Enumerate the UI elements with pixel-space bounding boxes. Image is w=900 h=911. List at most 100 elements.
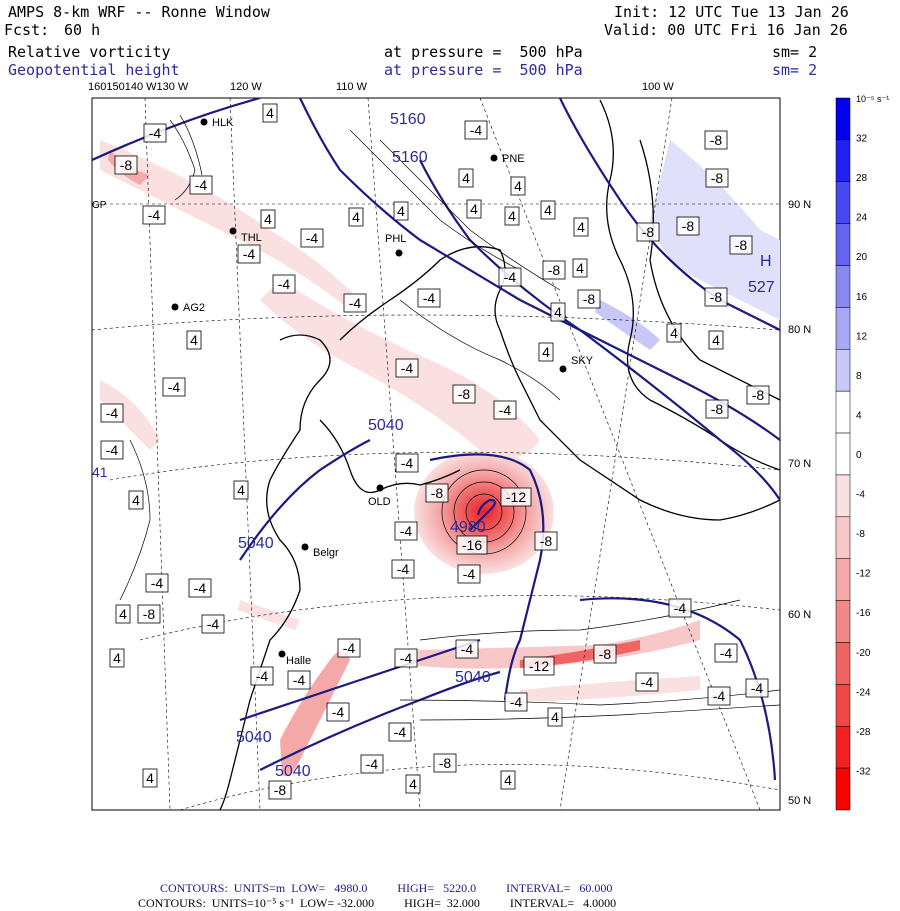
vorticity-label: -8 xyxy=(143,606,156,622)
vorticity-label-box xyxy=(143,123,167,143)
lat-label: 60 N xyxy=(788,609,811,621)
footer-units: UNITS=10⁻⁵ s⁻¹ xyxy=(211,896,295,910)
vorticity-label: -4 xyxy=(463,566,476,582)
colorbar-cell xyxy=(835,307,851,350)
colorbar-tick-label: -20 xyxy=(856,648,871,659)
vorticity-label-box xyxy=(452,384,476,404)
vorticity-label-box xyxy=(162,377,186,397)
vorticity-label-box xyxy=(666,323,682,343)
vorticity-label: -12 xyxy=(506,489,526,505)
vorticity-label-box xyxy=(262,103,278,123)
vorticity-label: -4 xyxy=(148,207,161,223)
vorticity-label: -4 xyxy=(243,246,256,262)
vorticity-label-box xyxy=(504,206,520,226)
vorticity-label-box xyxy=(573,217,589,237)
footer-low: LOW= 4980.0 xyxy=(291,881,368,895)
vorticity-label-box xyxy=(433,753,457,773)
vorticity-label-box xyxy=(233,480,249,500)
vorticity-label: -4 xyxy=(207,616,220,632)
vorticity-label: 4 xyxy=(554,304,562,320)
vorticity-label: -4 xyxy=(401,455,414,471)
lon-label: 110 W xyxy=(336,81,368,93)
vorticity-label: -4 xyxy=(751,680,764,696)
colorbar-units: 10⁻⁵ s⁻¹ xyxy=(856,94,889,104)
vorticity-label-box xyxy=(391,559,415,579)
colorbar-tick-label: 0 xyxy=(856,450,862,461)
vorticity-label-box xyxy=(668,598,692,618)
vorticity-label: -4 xyxy=(366,756,379,772)
station-marker xyxy=(171,303,179,311)
vorticity-label: 4 xyxy=(576,260,584,276)
height-labels: 5160 5160 5040 5040 5040 5040 5040 4980 … xyxy=(236,111,775,780)
station-label: AG2 xyxy=(183,302,205,314)
lon-label: 100 W xyxy=(642,81,674,93)
vorticity-label: 4 xyxy=(397,203,405,219)
vorticity-label: -8 xyxy=(120,157,133,173)
station-label: PHL xyxy=(385,233,406,245)
station-marker xyxy=(278,650,286,658)
vorticity-label: -4 xyxy=(400,523,413,539)
colorbar-cells xyxy=(835,97,851,811)
vorticity-label: -8 xyxy=(735,237,748,253)
edge-labels: 41 xyxy=(92,464,108,480)
vorticity-label-box xyxy=(500,487,532,507)
vorticity-label-box xyxy=(729,235,753,255)
footer-label: CONTOURS: xyxy=(160,881,228,895)
colorbar-cell xyxy=(835,390,851,434)
vorticity-band-5 xyxy=(100,140,360,310)
vorticity-label-box xyxy=(405,774,421,794)
vorticity-label-box xyxy=(337,638,361,658)
vorticity-label-box xyxy=(137,604,161,624)
vorticity-label: 4 xyxy=(544,202,552,218)
vorticity-label: -8 xyxy=(752,387,765,403)
vorticity-label-box xyxy=(343,293,367,313)
vorticity-label: 4 xyxy=(712,332,720,348)
lon-label: 160150140 W130 W xyxy=(88,81,189,93)
field2-smoothing: sm= 2 xyxy=(772,61,818,79)
vorticity-label: -8 xyxy=(431,485,444,501)
height-label: 5040 xyxy=(275,763,311,780)
vorticity-label: -4 xyxy=(343,640,356,656)
vorticity-label-box xyxy=(458,168,474,188)
vorticity-label-box xyxy=(547,707,563,727)
vorticity-label-box xyxy=(635,672,659,692)
vorticity-label: -4 xyxy=(149,125,162,141)
vorticity-label-box xyxy=(260,209,276,229)
vorticity-label: -12 xyxy=(529,658,549,674)
vorticity-label-box xyxy=(417,288,441,308)
footer-label: CONTOURS: xyxy=(138,896,206,910)
station-label: HLK xyxy=(212,117,234,129)
colorbar-tick-label: -32 xyxy=(856,766,871,777)
vorticity-label-box xyxy=(114,155,138,175)
vorticity-label-box xyxy=(542,260,566,280)
vorticity-label: -4 xyxy=(470,122,483,138)
vorticity-label-box xyxy=(348,207,364,227)
vorticity-label-box xyxy=(109,648,125,668)
init-time: Init: 12 UTC Tue 13 Jan 26 xyxy=(614,3,849,21)
latitude-labels: 90 N 80 N 70 N 60 N 50 N xyxy=(788,199,811,807)
vorticity-label: 4 xyxy=(551,709,559,725)
vorticity-label: -4 xyxy=(195,177,208,193)
vorticity-label-box xyxy=(300,228,324,248)
footer-vorticity-contours: CONTOURS: UNITS=10⁻⁵ s⁻¹ LOW= -32.000 HI… xyxy=(132,881,616,911)
vorticity-label-box xyxy=(493,400,517,420)
colorbar-tick-label: 24 xyxy=(856,213,868,224)
vorticity-label-box xyxy=(272,274,296,294)
field1-name: Relative vorticity xyxy=(8,43,171,61)
vorticity-label: 4 xyxy=(470,201,478,217)
colorbar-cell xyxy=(835,642,851,685)
longitude-labels: 160150140 W130 W 120 W 110 W 100 W xyxy=(88,81,674,93)
colorbar-cell xyxy=(835,432,851,476)
station-marker xyxy=(376,484,384,492)
vorticity-label-box xyxy=(393,201,409,221)
vorticity-label-box xyxy=(425,483,449,503)
vorticity-label: 4 xyxy=(146,770,154,786)
vorticity-label: -8 xyxy=(458,386,471,402)
colorbar-cell xyxy=(835,223,851,266)
footer-high: HIGH= 32.000 xyxy=(404,896,480,910)
colorbar-cell xyxy=(835,349,851,392)
vorticity-label-box xyxy=(188,578,212,598)
field1-smoothing: sm= 2 xyxy=(772,43,818,61)
model-title: AMPS 8-km WRF -- Ronne Window xyxy=(8,3,270,21)
